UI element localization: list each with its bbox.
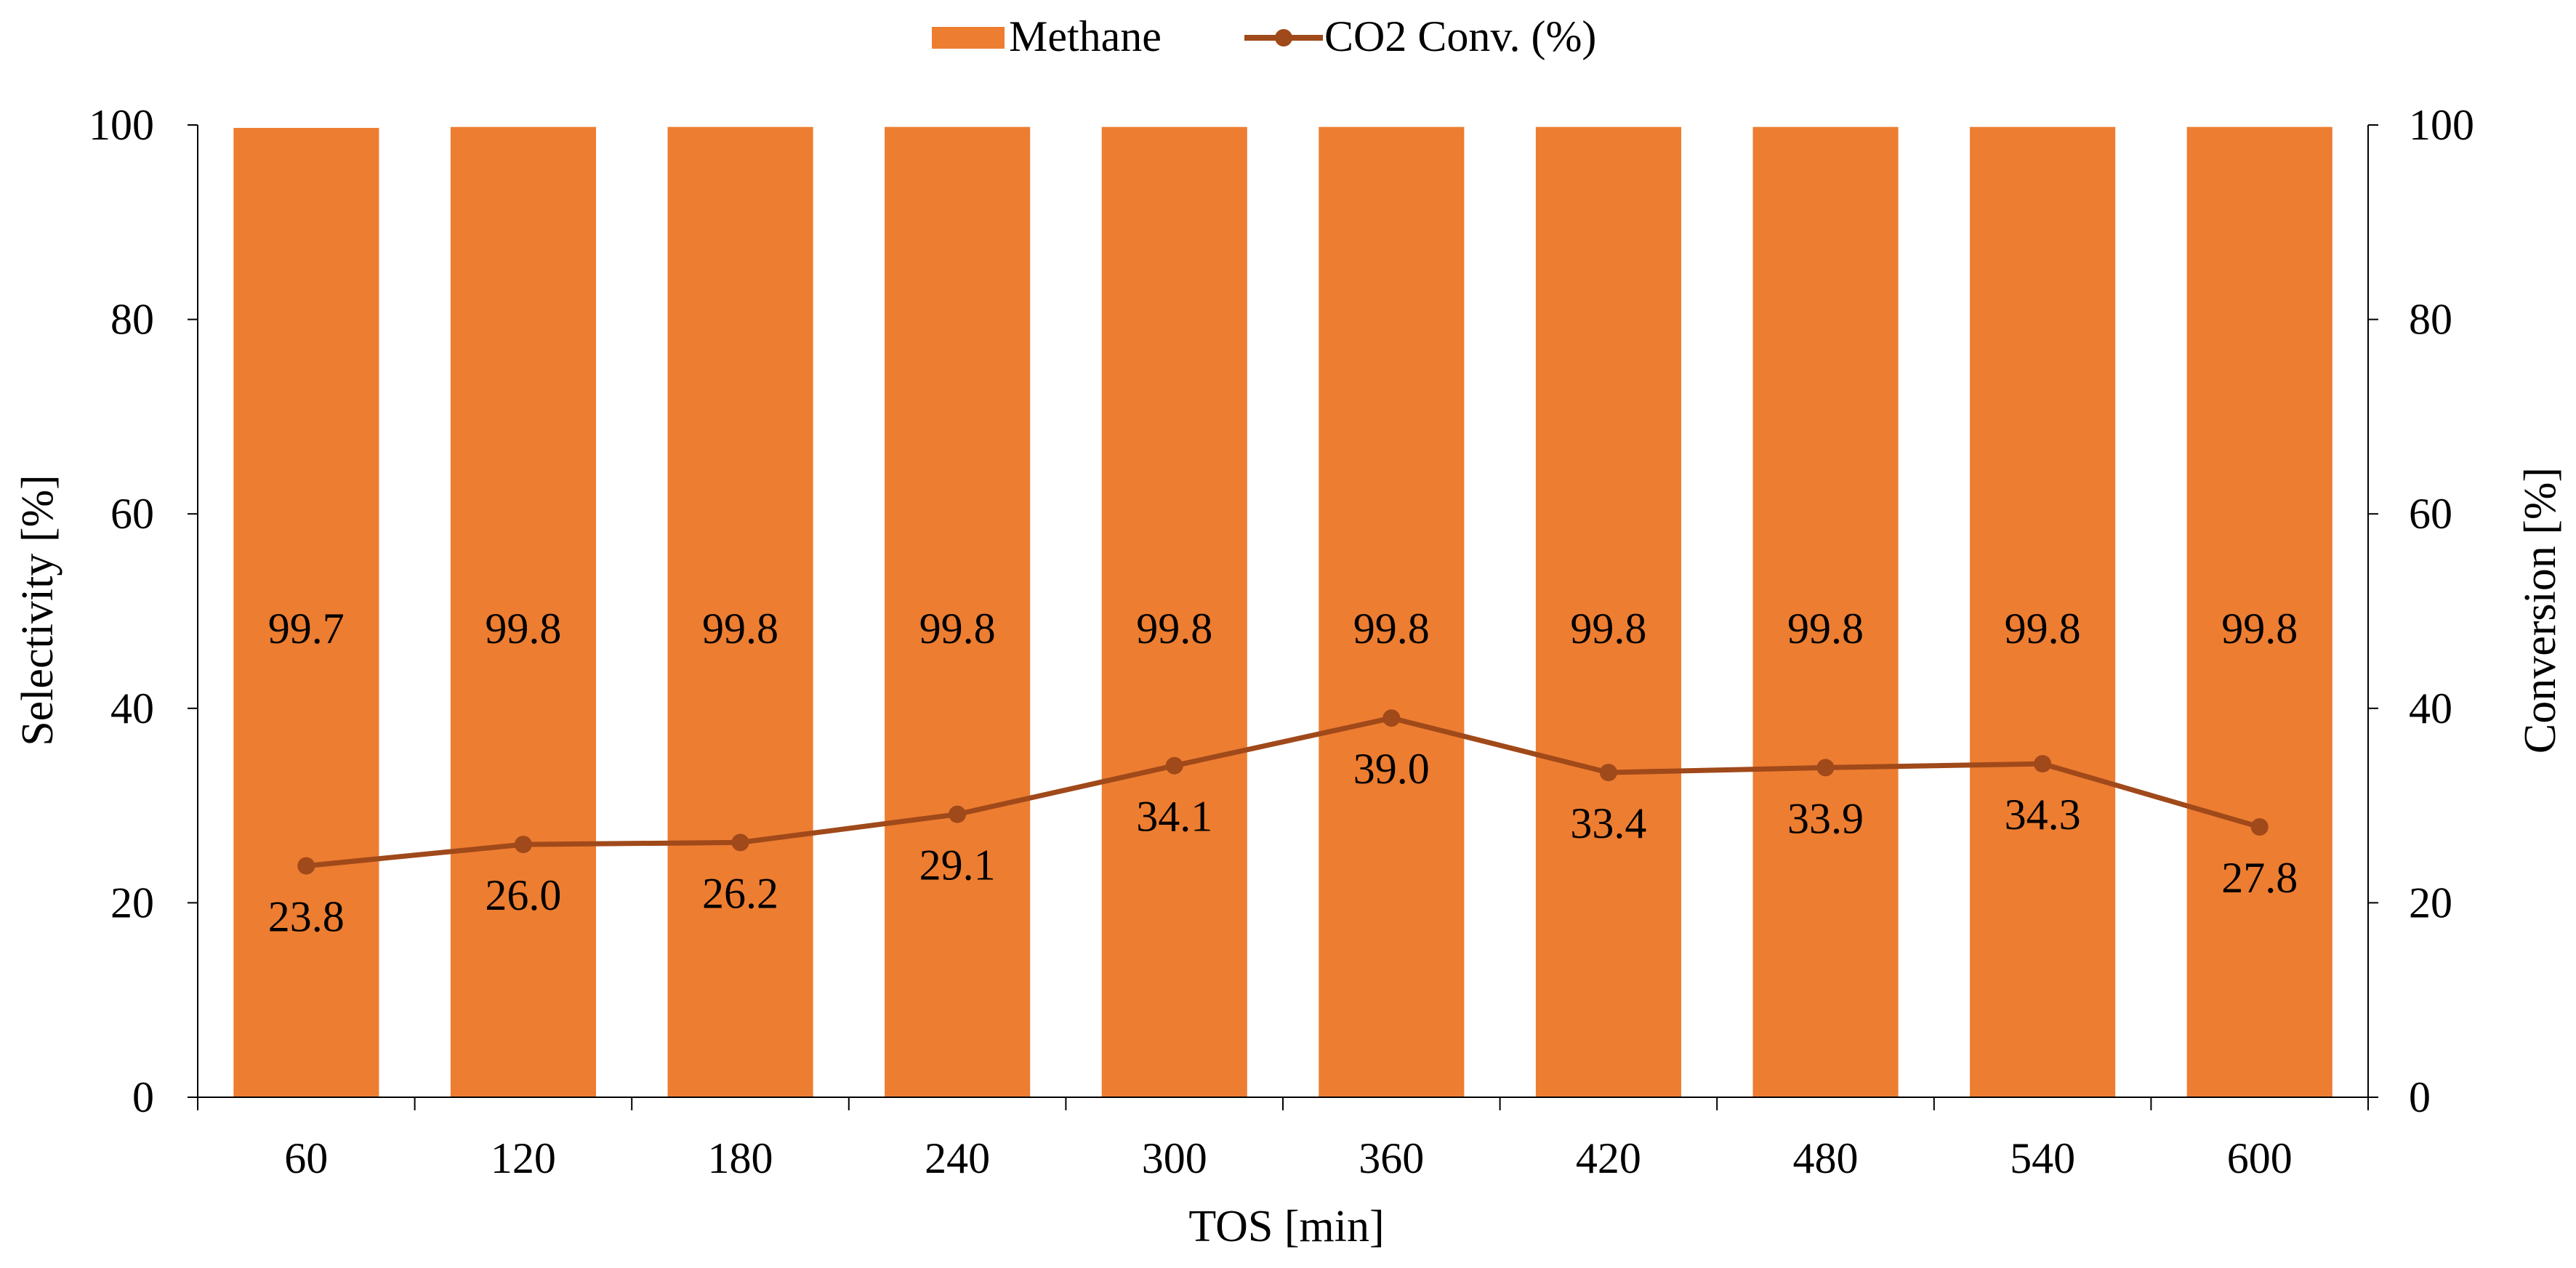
- legend-swatch-methane: [932, 27, 1005, 49]
- y-tick-label: 100: [89, 101, 154, 149]
- line-data-label: 39.0: [1353, 745, 1430, 793]
- co2-point-240: [949, 805, 967, 823]
- data-label-layer: 99.7 99.8 99.8 99.8 99.8 99.8 99.8 99.8 99.8 99.8…: [268, 605, 2298, 941]
- y-tick-label: 0: [132, 1073, 154, 1121]
- bar-data-label: 99.8: [485, 605, 561, 653]
- line-layer: [297, 709, 2269, 875]
- axes-layer: 0 20 40 60 80 100 0 20 40 60 80 100 60 120 180 240 300 36…: [89, 101, 2474, 1182]
- bar-data-label: 99.8: [919, 605, 996, 653]
- co2-point-180: [731, 833, 749, 852]
- line-data-label: 26.2: [702, 869, 778, 917]
- bar-data-label: 99.8: [1353, 605, 1430, 653]
- bar-methane-540: [1970, 126, 2116, 1098]
- legend: Methane CO2 Conv. (%): [932, 12, 1596, 60]
- x-tick-label: 360: [1359, 1134, 1424, 1182]
- co2-point-480: [1816, 759, 1835, 777]
- legend-label-co2: CO2 Conv. (%): [1324, 12, 1596, 60]
- co2-point-420: [1599, 764, 1617, 782]
- x-tick-label: 180: [708, 1134, 773, 1182]
- bar-data-label: 99.8: [1570, 605, 1646, 653]
- y2-axis-title: Conversion [%]: [2516, 467, 2565, 754]
- x-axis-title: TOS [min]: [1188, 1202, 1384, 1251]
- legend-swatch-co2-marker: [1275, 29, 1292, 47]
- x-tick-label: 240: [925, 1134, 990, 1182]
- y2-tick-label: 60: [2409, 490, 2452, 538]
- bar-data-label: 99.8: [1787, 605, 1864, 653]
- x-tick-label: 300: [1142, 1134, 1207, 1182]
- bar-methane-600: [2186, 126, 2333, 1098]
- bar-data-label: 99.8: [2005, 605, 2081, 653]
- y-tick-label: 20: [110, 879, 154, 926]
- x-tick-label: 120: [491, 1134, 556, 1182]
- bar-layer: [233, 126, 2333, 1098]
- line-data-label: 26.0: [485, 871, 561, 919]
- bar-data-label: 99.8: [702, 605, 778, 653]
- line-data-label: 34.3: [2005, 791, 2081, 839]
- bar-data-label: 99.8: [2221, 605, 2298, 653]
- y2-tick-label: 0: [2409, 1073, 2431, 1121]
- co2-point-600: [2250, 818, 2269, 836]
- co2-point-360: [1382, 709, 1401, 727]
- bar-methane-60: [233, 128, 379, 1097]
- x-tick-label: 480: [1793, 1134, 1859, 1182]
- x-tick-label: 540: [2010, 1134, 2075, 1182]
- co2-point-540: [2034, 755, 2052, 773]
- x-tick-label: 600: [2227, 1134, 2293, 1182]
- bar-methane-420: [1535, 126, 1681, 1098]
- y2-tick-label: 80: [2409, 296, 2452, 344]
- line-data-label: 33.9: [1787, 794, 1864, 842]
- line-data-label: 34.1: [1136, 793, 1212, 841]
- line-data-label: 29.1: [919, 841, 996, 889]
- line-data-label: 33.4: [1570, 799, 1646, 847]
- x-tick-label: 420: [1576, 1134, 1641, 1182]
- line-data-label: 27.8: [2221, 854, 2298, 902]
- bar-methane-120: [450, 126, 596, 1098]
- y2-tick-label: 40: [2409, 685, 2452, 732]
- co2-point-60: [297, 857, 315, 875]
- bar-data-label: 99.7: [268, 605, 345, 653]
- co2-conversion-line: [305, 715, 2261, 869]
- bar-methane-360: [1319, 126, 1465, 1098]
- legend-label-methane: Methane: [1009, 12, 1162, 60]
- x-tick-label: 60: [284, 1134, 328, 1182]
- bar-data-label: 99.8: [1136, 605, 1212, 653]
- y-axis-title: Selectivity [%]: [13, 475, 63, 746]
- bar-methane-300: [1101, 126, 1247, 1098]
- bar-methane-240: [885, 126, 1031, 1098]
- y-tick-label: 40: [110, 685, 154, 732]
- y2-tick-label: 20: [2409, 879, 2452, 926]
- bar-methane-480: [1752, 126, 1899, 1098]
- line-data-label: 23.8: [268, 893, 345, 941]
- bar-methane-180: [667, 126, 813, 1098]
- co2-point-300: [1165, 756, 1183, 775]
- y-tick-label: 60: [110, 490, 154, 538]
- co2-point-120: [514, 836, 532, 854]
- y-tick-label: 80: [110, 296, 154, 344]
- y2-tick-label: 100: [2409, 101, 2474, 149]
